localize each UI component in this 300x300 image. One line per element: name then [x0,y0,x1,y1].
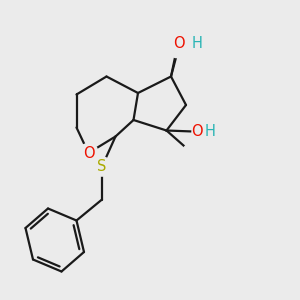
Text: O: O [173,36,184,51]
Text: H: H [205,124,216,139]
Circle shape [167,38,187,58]
Text: H: H [192,36,203,51]
Circle shape [92,157,112,176]
Text: O: O [191,124,203,139]
Circle shape [79,143,98,163]
Text: S: S [97,159,107,174]
Text: O: O [83,146,94,160]
Circle shape [182,143,202,163]
